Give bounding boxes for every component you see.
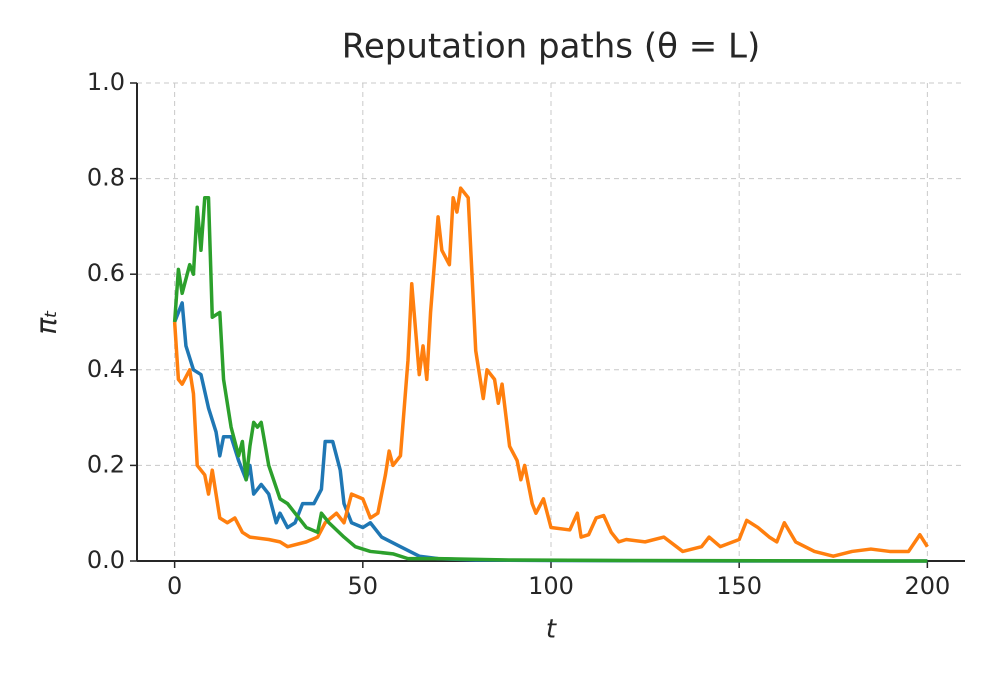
x-tick-label: 0	[167, 572, 182, 600]
y-tick-label: 0.4	[87, 355, 125, 383]
y-tick-label: 0.8	[87, 164, 125, 192]
series-line	[173, 301, 928, 563]
y-tick-label: 0.2	[87, 450, 125, 478]
series-line	[172, 186, 929, 558]
x-tick-label: 50	[348, 572, 379, 600]
y-tick-label: 0.0	[87, 546, 125, 574]
x-tick-label: 100	[528, 572, 574, 600]
y-axis-label: πₜ	[30, 309, 63, 334]
x-tick-label: 200	[904, 572, 950, 600]
chart-title: Reputation paths (θ = L)	[342, 27, 760, 67]
x-axis-label: t	[546, 615, 557, 645]
series-line	[172, 195, 928, 563]
y-tick-label: 0.6	[87, 259, 125, 287]
y-tick-label: 1.0	[87, 68, 125, 96]
x-tick-label: 150	[716, 572, 762, 600]
